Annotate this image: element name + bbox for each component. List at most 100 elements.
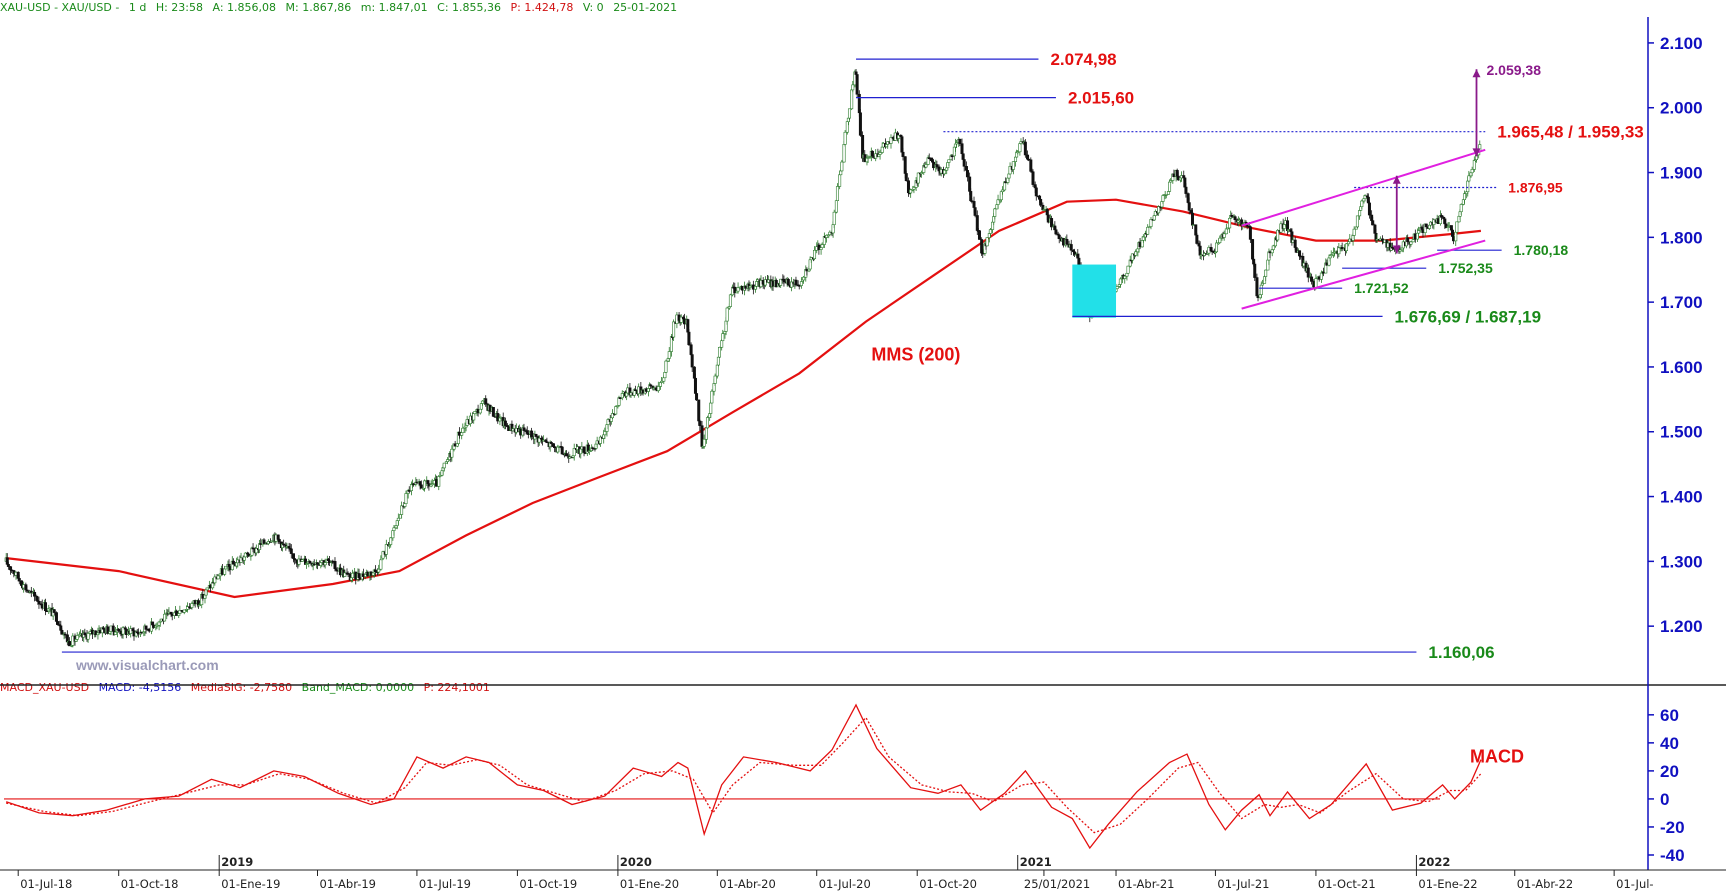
candle-body (1115, 286, 1119, 290)
candle-body (1166, 191, 1170, 195)
candle-body (851, 84, 855, 91)
candle-body (300, 559, 304, 562)
candle-body (802, 276, 806, 281)
axes-layer: 2.100 2.000 1.900 1.800 1.700 1.600 1.500 1.400… (17, 34, 1703, 891)
candle-body (858, 112, 862, 136)
candle-body (1260, 283, 1264, 286)
x-tick-label: 01-Jul-21 (1217, 877, 1269, 891)
candle-body (736, 287, 740, 292)
candle-body (1141, 236, 1145, 241)
chart-frame: www.visualchart.com (0, 17, 1726, 871)
candle-body (1470, 169, 1474, 174)
candle-body (790, 281, 794, 288)
candle-body (1417, 230, 1421, 234)
candle-body (1126, 265, 1130, 274)
candle-body (83, 632, 87, 636)
candle-body (478, 408, 482, 414)
target-arrow-head (1472, 69, 1481, 78)
candle-body (1031, 171, 1035, 185)
candle-body (904, 173, 908, 182)
header-volume: V: 0 (582, 1, 604, 14)
candle-body (1077, 257, 1081, 266)
sma-200-line (6, 198, 1482, 599)
candle-body (308, 561, 312, 564)
candle-body (45, 610, 49, 613)
candle-body (553, 446, 557, 448)
candle-body (1466, 180, 1470, 193)
candle-body (438, 475, 442, 477)
candle-body (1065, 238, 1069, 245)
candle-body (1069, 244, 1073, 251)
candle-body (695, 393, 699, 401)
channel-line (1241, 148, 1486, 227)
candle-body (916, 172, 920, 184)
x-tick-label: 01-Jul-18 (20, 877, 72, 891)
header-symbol: XAU-USD - XAU/USD - (0, 1, 120, 14)
candle-body (396, 517, 400, 521)
x-tick-label: 01-Abr-21 (1118, 877, 1174, 891)
macd-y-tick-label: -20 (1660, 818, 1685, 837)
candle-body (1157, 206, 1161, 214)
candle-body (1462, 193, 1466, 200)
candle-body (1367, 202, 1371, 216)
macd-y-tick-label: 0 (1660, 790, 1669, 809)
measure-arrow-tail (1392, 245, 1401, 254)
candles-layer (4, 68, 1482, 648)
level-label: 1.876,95 (1508, 179, 1563, 195)
candle-body (1153, 211, 1157, 216)
candle-body (649, 384, 653, 387)
y-tick-label: 1.800 (1660, 228, 1703, 247)
candle-body (663, 372, 667, 379)
candle-body (870, 150, 874, 157)
candle-body (144, 625, 148, 630)
year-label: 2019 (221, 855, 253, 869)
candle-body (832, 211, 836, 225)
candle-body (198, 604, 202, 607)
candle-body (1161, 195, 1165, 202)
candle-body (1443, 218, 1447, 225)
candle-body (603, 431, 607, 436)
candle-body (60, 630, 64, 635)
level-label: 1.721,52 (1354, 280, 1409, 296)
candle-body (460, 432, 464, 436)
candle-body (794, 279, 798, 286)
y-tick-label: 1.400 (1660, 488, 1703, 507)
candle-body (662, 377, 666, 382)
candle-body (1406, 237, 1410, 243)
candle-body (530, 430, 534, 437)
candle-body (316, 562, 320, 565)
candle-body (480, 400, 484, 404)
candle-body (1218, 237, 1222, 243)
candle-body (690, 354, 694, 368)
candle-body (1190, 212, 1194, 226)
candle-body (1184, 186, 1188, 194)
macd-y-tick-label: 40 (1660, 734, 1679, 753)
candle-body (430, 483, 434, 486)
x-tick-label: 01-Oct-21 (1318, 877, 1376, 891)
candle-body (491, 407, 495, 417)
candle-body (243, 552, 247, 558)
header-hour: H: 23:58 (155, 1, 204, 14)
candle-body (1008, 165, 1012, 175)
x-tick-label: 01-Ene-22 (1418, 877, 1477, 891)
header-max: M: 1.867,86 (285, 1, 352, 14)
candle-body (1224, 228, 1228, 235)
candle-body (965, 170, 969, 178)
x-tick-label: 01-Jul- (1616, 877, 1653, 891)
header-min: m: 1.847,01 (360, 1, 428, 14)
candle-body (117, 628, 121, 632)
candle-body (29, 590, 33, 593)
candle-body (262, 539, 266, 544)
candle-body (977, 230, 981, 240)
candle-body (277, 539, 281, 543)
candle-body (75, 635, 79, 640)
candle-body (996, 199, 1000, 205)
candle-body (1134, 251, 1138, 256)
candle-body (473, 411, 477, 414)
x-tick-label: 01-Oct-19 (519, 877, 577, 891)
x-tick-label: 25/01/2021 (1024, 877, 1090, 891)
candle-body (56, 621, 60, 625)
candle-body (442, 462, 446, 469)
candle-body (1023, 141, 1027, 156)
x-tick-label: 01-Abr-19 (320, 877, 376, 891)
